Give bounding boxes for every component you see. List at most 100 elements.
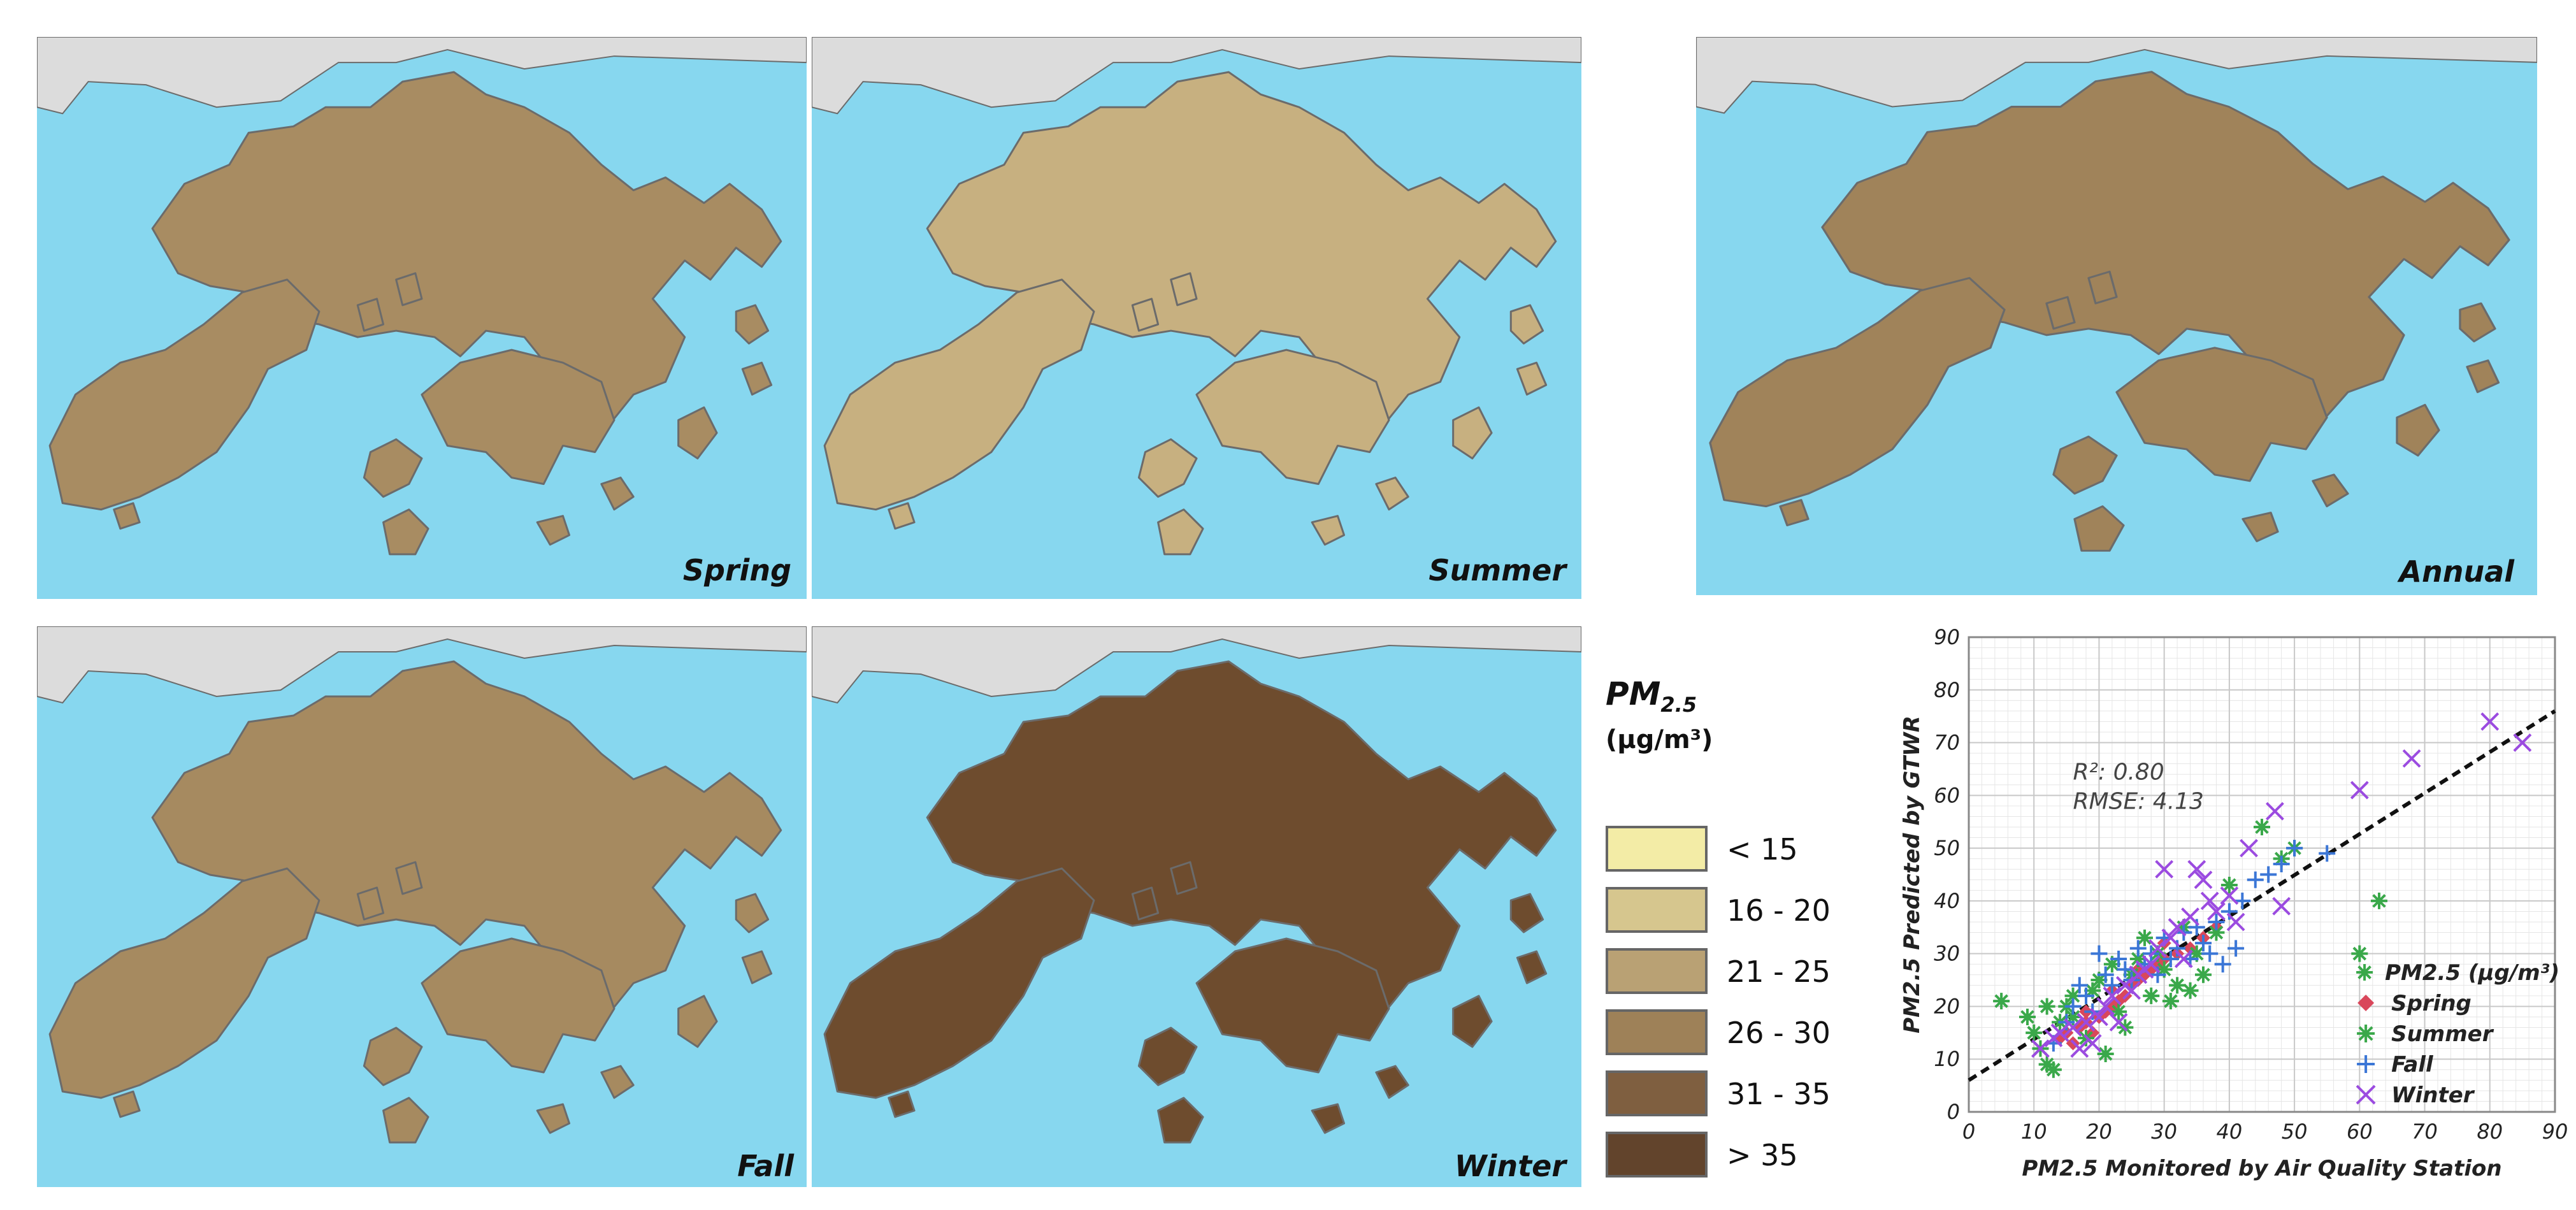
y-axis-title: PM2.5 Predicted by GTWR — [1899, 716, 1925, 1034]
chart-legend-label: Fall — [2391, 1052, 2434, 1077]
data-point-fall — [2260, 866, 2277, 883]
data-point-fall — [2286, 840, 2303, 857]
mainland-china-area — [812, 626, 1581, 704]
data-point-summer — [2162, 993, 2179, 1010]
data-point-winter — [2103, 986, 2122, 1005]
y-tick-label: 10 — [1934, 1047, 1960, 1071]
legend-unit: (μg/m³) — [1606, 725, 1713, 754]
plot-frame — [1968, 636, 2556, 1113]
data-point-summer — [2195, 966, 2212, 983]
data-point-fall — [2064, 998, 2082, 1015]
x-tick-label: 90 — [2542, 1120, 2568, 1144]
data-point-winter — [2513, 733, 2532, 752]
season-label-winter: Winter — [1454, 1149, 1566, 1183]
chart-legend-label: Winter — [2391, 1083, 2475, 1108]
land-outlying-island — [1516, 950, 1548, 984]
legend-swatch — [1606, 948, 1708, 994]
land-outlying-island — [113, 1090, 141, 1118]
land-lantau-island — [823, 278, 1095, 511]
data-point-summer — [2169, 977, 2186, 994]
legend-class-row: 16 - 20 — [1606, 887, 1831, 935]
legend-class-label: 16 - 20 — [1727, 893, 1831, 928]
data-point-summer — [2097, 1045, 2114, 1062]
pm25-legend: PM2.5 (μg/m³) < 15 16 - 20 21 - 25 26 - 30 3… — [1606, 675, 1831, 1185]
land-lantau-island — [823, 867, 1095, 1099]
land-outlying-island — [735, 304, 770, 345]
legend-swatch — [1606, 1070, 1708, 1116]
land-outlying-island — [356, 886, 385, 921]
data-point-fall — [2097, 966, 2114, 983]
x-tick-label: 30 — [2151, 1120, 2177, 1144]
land-outlying-island — [888, 502, 916, 530]
data-point-summer — [2064, 1009, 2082, 1025]
data-point-winter — [2031, 1039, 2050, 1058]
data-point-winter — [2266, 802, 2284, 821]
land-outlying-island — [735, 893, 770, 933]
chart-legend-label: Summer — [2391, 1021, 2494, 1047]
season-label-annual: Annual — [2399, 554, 2514, 589]
legend-class-label: < 15 — [1727, 832, 1798, 867]
x-tick-label: 0 — [1962, 1120, 1975, 1144]
land-outlying-island — [1516, 361, 1548, 396]
land-outlying-island — [1311, 1103, 1346, 1134]
data-point-summer — [2026, 1024, 2043, 1041]
land-outlying-island — [1137, 1026, 1198, 1086]
data-point-summer — [2084, 982, 2101, 999]
land-outlying-island — [2396, 403, 2440, 457]
data-point-winter — [2402, 749, 2421, 768]
land-new-territories — [151, 71, 782, 428]
data-point-summer — [2371, 892, 2387, 909]
data-point-winter — [2187, 860, 2206, 879]
land-outlying-island — [1170, 272, 1198, 306]
legend-class-row: > 35 — [1606, 1132, 1816, 1180]
x-tick-label: 50 — [2282, 1120, 2308, 1144]
x-tick-label: 10 — [2021, 1120, 2047, 1144]
data-point-summer — [2064, 987, 2082, 1004]
data-point-summer — [2182, 982, 2199, 999]
land-hong-kong-island — [1195, 349, 1390, 486]
land-outlying-island — [1311, 515, 1346, 546]
map-spring: Spring — [37, 37, 807, 599]
mainland-china-area — [37, 626, 807, 704]
land-outlying-island — [2466, 359, 2500, 393]
land-outlying-island — [113, 502, 141, 530]
land-outlying-island — [2087, 270, 2118, 305]
data-point-winter — [2240, 839, 2258, 858]
legend-swatch — [1606, 1009, 1708, 1055]
x-tick-label: 80 — [2477, 1120, 2503, 1144]
data-point-summer — [2220, 877, 2238, 894]
data-point-winter — [2350, 781, 2369, 800]
land-outlying-island — [382, 508, 429, 556]
land-outlying-island — [363, 438, 423, 498]
x-axis-title: PM2.5 Monitored by Air Quality Station — [2022, 1156, 2501, 1181]
legend-class-label: 31 - 35 — [1727, 1077, 1831, 1111]
land-outlying-island — [1452, 995, 1493, 1048]
hk-map-fall — [37, 626, 807, 1144]
data-point-summer — [2110, 1003, 2127, 1020]
land-outlying-island — [2241, 512, 2279, 542]
mainland-china-area — [812, 37, 1581, 115]
data-point-fall — [2110, 950, 2127, 967]
legend-class-label: > 35 — [1727, 1138, 1798, 1172]
land-hong-kong-island — [421, 937, 615, 1074]
land-outlying-island — [536, 1103, 571, 1134]
legend-class-label: 21 - 25 — [1727, 954, 1831, 989]
chart-legend-header-marker — [2356, 964, 2373, 981]
data-point-fall — [2208, 914, 2225, 930]
data-point-winter — [2083, 1034, 2102, 1053]
land-outlying-island — [1509, 893, 1544, 933]
land-lantau-island — [1709, 277, 2006, 508]
y-tick-label: 40 — [1934, 889, 1960, 913]
data-point-fall — [2195, 935, 2212, 952]
legend-swatch — [1606, 887, 1708, 933]
land-hong-kong-island — [421, 349, 615, 486]
y-tick-label: 60 — [1934, 783, 1960, 807]
series-winter — [2031, 712, 2532, 1058]
x-tick-label: 60 — [2347, 1120, 2373, 1144]
data-point-fall — [2214, 956, 2231, 973]
land-outlying-island — [1157, 508, 1204, 556]
data-point-summer — [2045, 1061, 2062, 1078]
chart-legend-label: Spring — [2391, 991, 2472, 1016]
land-outlying-island — [600, 1065, 635, 1099]
land-outlying-island — [677, 995, 718, 1048]
